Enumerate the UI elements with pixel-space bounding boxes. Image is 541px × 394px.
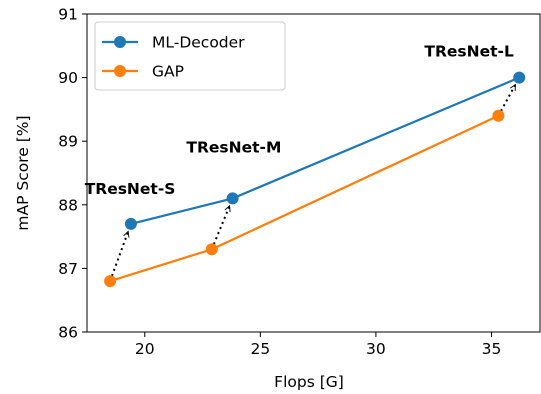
x-tick-label: 30	[366, 340, 386, 358]
x-axis-label: Flops [G]	[274, 373, 344, 391]
arrow-0	[109, 231, 128, 282]
y-tick-label: 91	[58, 6, 78, 24]
data-point	[513, 71, 526, 84]
annotation-label: TResNet-L	[424, 43, 514, 61]
data-point	[104, 275, 117, 288]
y-tick-label: 88	[58, 196, 78, 214]
x-tick-label: 25	[250, 340, 270, 358]
axes-frame	[86, 13, 541, 333]
series-line-1	[109, 114, 499, 283]
data-point	[124, 217, 137, 230]
annotation-label: TResNet-S	[85, 180, 176, 198]
legend: ML-Decoder GAP	[94, 21, 286, 91]
axes: 20 25 30 35 86 87 88 89 90 91	[58, 6, 541, 358]
arrow-1	[210, 206, 231, 250]
y-tick-label: 89	[58, 133, 78, 151]
legend-label: ML-Decoder	[152, 34, 245, 52]
y-tick-label: 86	[58, 324, 78, 342]
plot-area: TResNet-S TResNet-M TResNet-L	[85, 43, 526, 288]
data-point	[226, 192, 239, 205]
legend-label: GAP	[152, 63, 184, 81]
legend-marker	[114, 36, 126, 48]
data-point	[205, 243, 218, 256]
x-tick-label: 20	[135, 340, 155, 358]
y-tick-label: 87	[58, 260, 78, 278]
legend-box	[94, 21, 286, 91]
legend-marker	[114, 65, 126, 77]
annotation-label: TResNet-M	[186, 139, 281, 157]
x-tick-label: 35	[482, 340, 502, 358]
y-axis-label: mAP Score [%]	[14, 115, 32, 230]
data-point	[492, 109, 505, 122]
y-tick-label: 90	[58, 69, 78, 87]
